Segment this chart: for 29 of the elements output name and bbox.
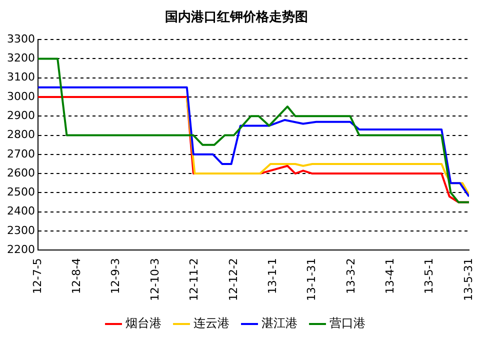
y-tick-label: 2700 <box>6 147 35 160</box>
x-tick-label: 12-9-3 <box>109 258 122 294</box>
x-tick-label: 13-4-1 <box>383 258 396 294</box>
x-tick-label: 12-10-3 <box>148 258 162 302</box>
y-tick-label: 2900 <box>6 108 35 122</box>
y-tick-label: 2200 <box>6 242 35 256</box>
y-tick-label: 2400 <box>6 204 35 218</box>
y-tick-label: 3300 <box>6 32 35 46</box>
y-tick-label: 3200 <box>6 52 35 65</box>
x-tick-label: 13-3-2 <box>344 258 358 294</box>
x-tick-label: 13-5-1 <box>422 258 436 294</box>
x-tick-label: 12-7-5 <box>30 258 44 294</box>
legend-label: 烟台港 <box>126 316 162 330</box>
x-tick-label: 12-12-2 <box>226 258 240 302</box>
y-tick-label: 3000 <box>6 90 35 103</box>
legend-label: 营口港 <box>330 316 366 330</box>
x-tick-label: 13-1-1 <box>266 258 279 294</box>
y-tick-label: 2800 <box>6 128 35 142</box>
y-tick-label: 2500 <box>6 186 35 199</box>
legend-label: 连云港 <box>194 316 230 330</box>
chart-title: 国内港口红钾价格走势图 <box>165 9 308 26</box>
y-tick-label: 3100 <box>6 70 35 84</box>
y-tick-label: 2300 <box>6 224 35 237</box>
x-tick-label: 12-11-2 <box>188 258 201 302</box>
x-tick-label: 13-5-31 <box>462 258 475 302</box>
x-tick-label: 13-1-31 <box>305 258 318 302</box>
legend-label: 湛江港 <box>262 316 298 330</box>
y-tick-label: 2600 <box>6 166 35 180</box>
x-tick-label: 12-8-4 <box>70 258 84 294</box>
